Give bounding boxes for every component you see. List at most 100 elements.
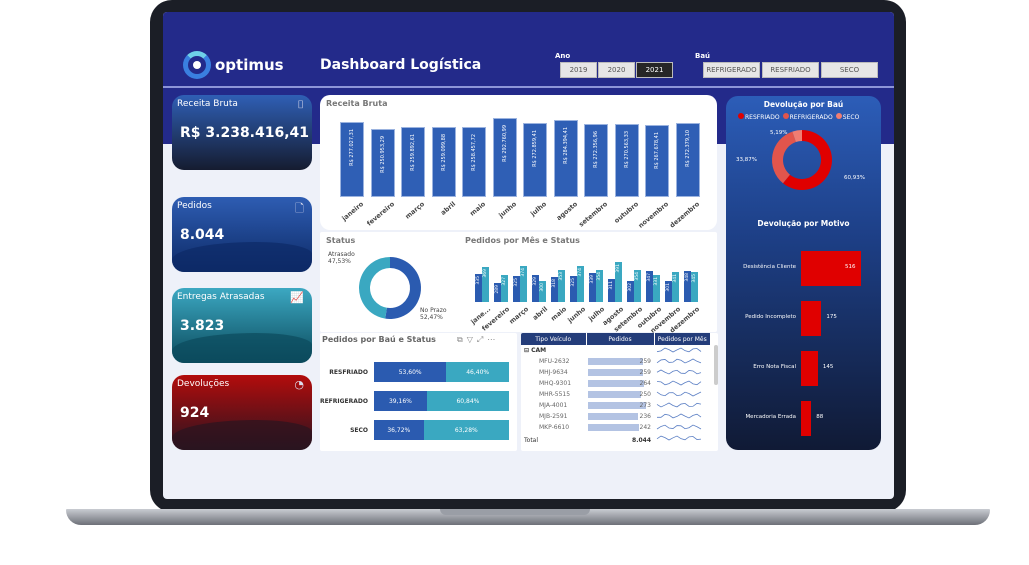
monthly-orders-bar[interactable]: 289 (494, 283, 501, 302)
bar-data-label: 335 (476, 275, 481, 285)
bar-data-label: 145 (822, 364, 834, 370)
monthly-orders-bar[interactable]: 331 (653, 274, 660, 302)
reason-bar[interactable] (801, 251, 861, 286)
kpi-label: Receita Bruta (177, 99, 238, 109)
revenue-bar[interactable]: R$ 284.394,41 (553, 120, 578, 197)
visual-toolbar-icons[interactable]: ⧉▽⤢⋯ (457, 335, 500, 344)
data-bar (588, 402, 646, 409)
reason-bar[interactable] (801, 351, 818, 386)
kpi-label: Entregas Atrasadas (177, 292, 265, 302)
column-header[interactable]: Pedidos (586, 333, 655, 345)
revenue-bar[interactable]: R$ 272.379,10 (675, 123, 700, 197)
table-scrollbar[interactable] (714, 345, 718, 385)
bar-data-label: R$ 270.563,33 (623, 130, 630, 168)
revenue-bar[interactable]: R$ 250.953,29 (370, 129, 395, 197)
monthly-orders-bar[interactable]: 311 (608, 278, 615, 302)
legend-item[interactable]: SECO (835, 113, 859, 121)
monthly-orders-bar[interactable]: 302 (627, 280, 634, 302)
bar-data-label: R$ 284.394,41 (562, 127, 569, 165)
year-filter-label: Ano (555, 52, 571, 60)
orders-cell: 242 (586, 422, 654, 433)
status-donut-slice[interactable] (385, 257, 421, 319)
vehicle-plate: MJB-2591 (539, 413, 568, 420)
monthly-orders-bar[interactable]: 327 (501, 275, 508, 302)
year-button-2020[interactable]: 2020 (598, 62, 635, 78)
monthly-orders-bar[interactable]: 318 (551, 277, 558, 302)
revenue-bar[interactable]: R$ 258.457,72 (462, 127, 486, 197)
year-button-2019[interactable]: 2019 (560, 62, 597, 78)
kpi-label: Devoluções (177, 379, 230, 389)
monthly-orders-bar[interactable]: 300 (539, 281, 546, 302)
devolucao-donut-slice[interactable] (782, 130, 832, 190)
monthly-orders-bar[interactable]: 339 (589, 272, 596, 302)
monthly-orders-bar[interactable]: 369 (482, 266, 489, 302)
sparkline (656, 424, 702, 429)
revenue-bar[interactable]: R$ 272.859,41 (523, 123, 547, 197)
table-row[interactable]: MHR-5515 250 (521, 389, 711, 400)
bau-button-resfriado[interactable]: RESFRIADO (762, 62, 819, 78)
column-header[interactable]: Tipo Veículo (521, 333, 587, 345)
laptop-notch (440, 509, 590, 515)
stacked-bar-segment[interactable]: 53,60% (374, 362, 447, 382)
monthly-orders-bar[interactable]: 374 (577, 265, 584, 302)
revenue-bar[interactable]: R$ 292.760,99 (492, 118, 517, 197)
monthly-orders-bar[interactable]: 354 (596, 269, 603, 302)
orders-value: 236 (639, 413, 651, 420)
monthly-orders-bar[interactable]: 325 (570, 275, 577, 302)
year-button-2021[interactable]: 2021 (636, 62, 673, 78)
reason-bar[interactable] (801, 401, 812, 436)
stacked-bar-segment[interactable]: 39,16% (374, 391, 427, 411)
monthly-orders-bar[interactable]: 354 (634, 269, 641, 302)
stacked-bar-segment[interactable]: 36,72% (374, 420, 424, 440)
bau-button-refrigerado[interactable]: REFRIGERADO (703, 62, 760, 78)
expand-icon[interactable]: ⊟ (524, 347, 532, 354)
revenue-bar[interactable]: R$ 267.678,41 (645, 124, 669, 197)
devolucao-donut-slice[interactable] (792, 130, 802, 143)
devolucao-donut-slice[interactable] (772, 131, 796, 184)
donut-label: Atrasado 47,53% (328, 251, 355, 265)
monthly-orders-bar[interactable]: 325 (513, 275, 520, 302)
total-label: Total (524, 437, 539, 444)
vehicle-plate: MHR-5515 (539, 391, 571, 398)
revenue-bar[interactable]: R$ 272.356,96 (584, 123, 608, 197)
reason-bar[interactable] (801, 301, 822, 336)
table-row[interactable]: MHJ-9634 259 (521, 367, 711, 378)
table-row[interactable]: MJB-2591 236 (521, 411, 711, 422)
table-row[interactable]: MKP-6610 242 (521, 422, 711, 433)
table-row[interactable]: MJA-4001 273 (521, 400, 711, 411)
table-row[interactable]: MHQ-9301 264 (521, 378, 711, 389)
table-row[interactable]: MFU-2632 259 (521, 356, 711, 367)
orders-value: 259 (639, 369, 651, 376)
monthly-orders-bar[interactable]: 329 (532, 274, 539, 302)
sparkline (656, 358, 702, 363)
stacked-bar-segment[interactable]: 60,84% (426, 391, 509, 411)
monthly-orders-bar[interactable]: 341 (672, 272, 679, 302)
bar-data-label: 391 (616, 264, 621, 273)
y-tick-label: REFRIGERADO (319, 398, 368, 405)
monthly-orders-bar[interactable]: 348 (684, 271, 691, 302)
monthly-orders-bar[interactable]: 391 (615, 262, 622, 302)
legend-item[interactable]: RESFRIADO (738, 113, 780, 121)
stacked-bar-segment[interactable]: 63,28% (423, 420, 509, 440)
monthly-orders-bar[interactable]: 347 (646, 271, 653, 302)
bar-data-label: 341 (673, 274, 678, 284)
monthly-orders-bar[interactable]: 335 (475, 273, 482, 302)
monthly-orders-bar[interactable]: 345 (691, 271, 698, 302)
column-header[interactable]: Pedidos por Mês (654, 333, 711, 345)
monthly-orders-bar[interactable]: 374 (520, 265, 527, 302)
chart-title: Status (326, 236, 356, 245)
bau-button-seco[interactable]: SECO (821, 62, 878, 78)
legend-item[interactable]: REFRIGERADO (782, 113, 833, 121)
chart-title: Pedidos por Mês e Status (465, 236, 580, 245)
revenue-bar[interactable]: R$ 259.892,61 (401, 126, 425, 197)
revenue-bar[interactable]: R$ 277.027,31 (340, 122, 364, 197)
monthly-orders-bar[interactable]: 353 (558, 269, 565, 302)
revenue-bar[interactable]: R$ 270.563,33 (614, 123, 639, 197)
status-donut-slice[interactable] (358, 257, 390, 319)
bar-data-label: 369 (483, 268, 488, 278)
monthly-orders-bar[interactable]: 301 (665, 280, 672, 302)
chart-title: Pedidos por Baú e Status (322, 335, 436, 344)
revenue-bar[interactable]: R$ 259.099,88 (431, 127, 456, 197)
y-tick-label: Pedido Incompleto (745, 314, 796, 320)
stacked-bar-segment[interactable]: 46,40% (446, 362, 509, 382)
